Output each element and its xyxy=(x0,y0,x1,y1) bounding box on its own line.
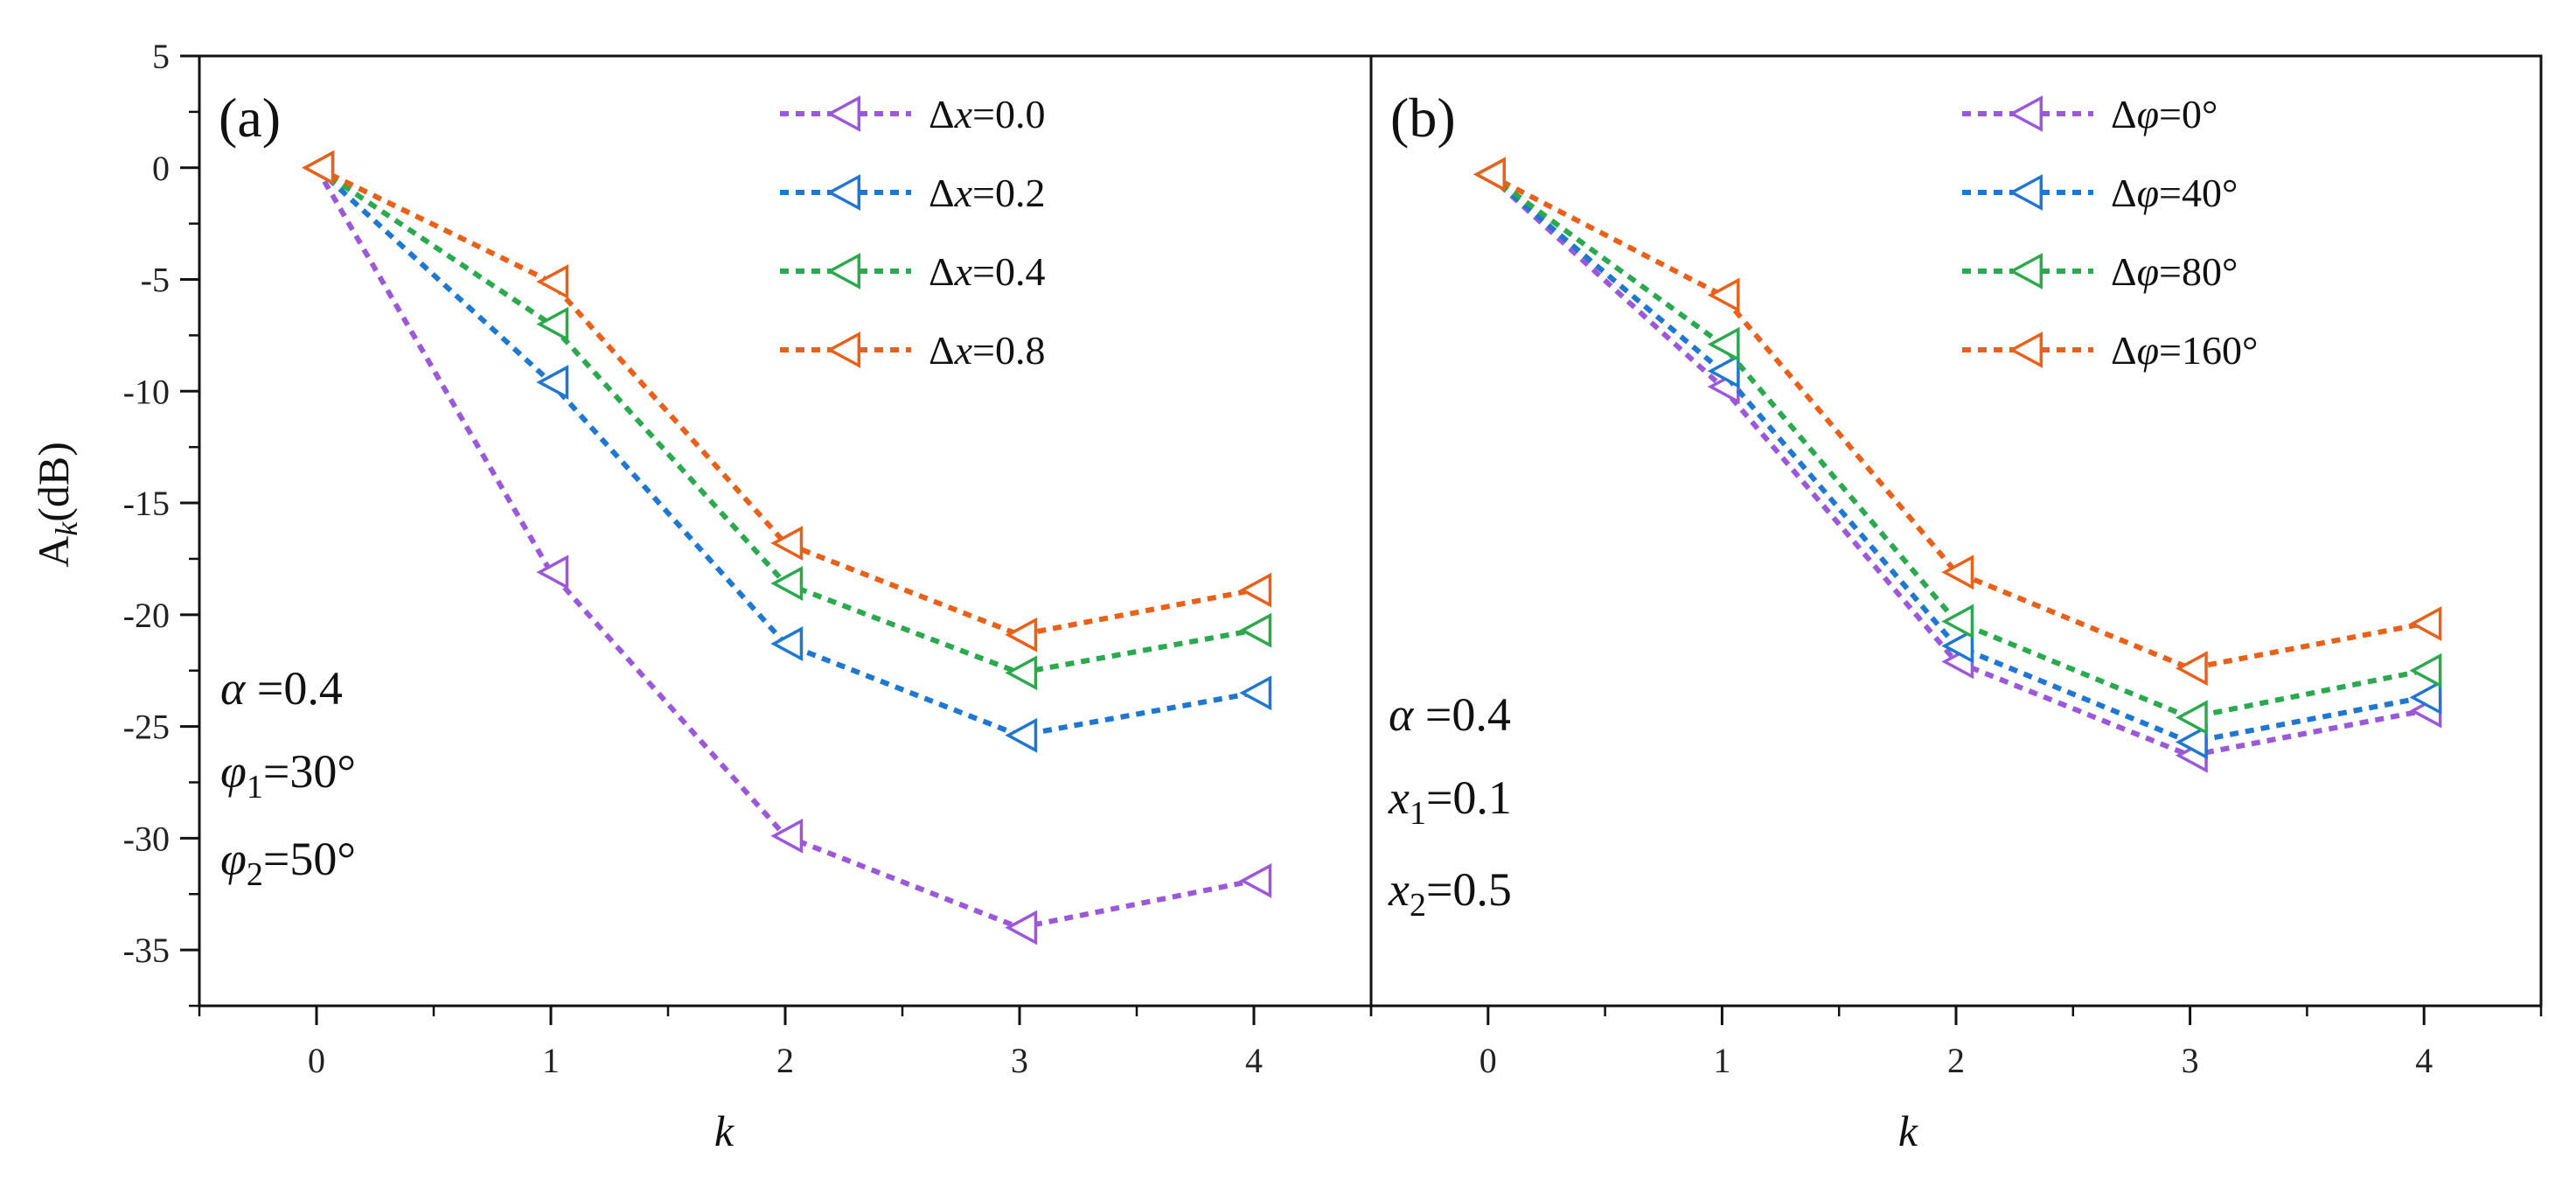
x-tick-label: 0 xyxy=(308,1041,325,1080)
data-point xyxy=(770,626,804,661)
legend-marker xyxy=(826,331,861,368)
plot-frame xyxy=(1369,54,2543,1008)
legend-label: Δφ=40° xyxy=(2111,171,2238,215)
data-point xyxy=(2175,651,2208,687)
legend-label: Δφ=0° xyxy=(2111,92,2217,136)
series-line xyxy=(315,165,1255,638)
data-point xyxy=(1707,277,1740,313)
y-axis-label: Ak(dB) xyxy=(29,442,84,568)
data-point xyxy=(1239,675,1272,711)
legend-label: Δφ=160° xyxy=(2111,328,2258,373)
data-point xyxy=(770,526,804,561)
y-tick-label: -15 xyxy=(123,484,170,523)
data-point xyxy=(536,306,569,342)
data-point xyxy=(2409,680,2442,715)
annotation: α =0.4 xyxy=(1389,688,1511,741)
x-tick-label: 1 xyxy=(1713,1041,1730,1080)
legend-entry: Δφ=80° xyxy=(1962,249,2238,294)
y-tick-label: 0 xyxy=(152,149,170,188)
legend-marker xyxy=(2009,253,2043,290)
data-point xyxy=(2409,652,2442,688)
legend-label: Δx=0.8 xyxy=(929,328,1045,373)
series-2 xyxy=(302,150,1272,753)
legend-marker xyxy=(2009,331,2043,368)
series-1 xyxy=(1473,157,2442,773)
series-4 xyxy=(302,150,1272,652)
legend-marker xyxy=(826,253,861,290)
legend-entry: Δx=0.0 xyxy=(780,92,1045,136)
data-point xyxy=(2409,606,2442,641)
legend-entry: Δx=0.4 xyxy=(780,249,1045,294)
data-point xyxy=(2175,700,2208,736)
panel-a: 0 1 2 3 4 k 5 0 -5 -10 -15 -20 -25 -30 -35 Ak(dB) (a) Δx=… xyxy=(29,37,1373,1155)
legend-marker xyxy=(826,95,861,132)
data-point xyxy=(1005,717,1038,753)
x-tick-label: 4 xyxy=(1245,1041,1263,1080)
series-line xyxy=(315,165,1255,676)
legend-entry: Δφ=160° xyxy=(1962,328,2258,373)
data-point xyxy=(302,150,335,185)
annotation: α =0.4 xyxy=(220,662,343,715)
x-axis-label: k xyxy=(714,1106,735,1155)
legend-marker xyxy=(826,174,861,211)
y-tick-label: -5 xyxy=(141,261,170,300)
data-point xyxy=(536,264,569,300)
x-tick-label: 0 xyxy=(1479,1041,1497,1080)
series-4 xyxy=(1473,157,2442,687)
x-tick-label: 3 xyxy=(2182,1041,2199,1080)
x-tick-label: 3 xyxy=(1011,1041,1028,1080)
data-point xyxy=(770,818,804,854)
x-tick-label: 4 xyxy=(2415,1041,2433,1080)
x-tick-label: 1 xyxy=(542,1041,560,1080)
data-point xyxy=(1239,862,1272,898)
y-tick-label: -10 xyxy=(123,372,170,411)
legend-marker xyxy=(2009,95,2043,132)
annotation: φ1=30° xyxy=(220,745,356,806)
legend-entry: Δx=0.8 xyxy=(780,328,1045,373)
annotation: x1=0.1 xyxy=(1388,771,1512,832)
panel-label: (b) xyxy=(1390,87,1456,149)
legend-label: Δx=0.4 xyxy=(929,249,1045,294)
x-tick-label: 2 xyxy=(776,1041,794,1080)
data-point xyxy=(1707,353,1740,389)
data-point xyxy=(1005,910,1038,945)
panel-b: 0 1 2 3 4 k (b) Δφ=0° Δφ=40° Δφ=80° Δφ=160° α =0.4 x… xyxy=(1369,54,2543,1155)
x-axis-label: k xyxy=(1898,1106,1918,1155)
legend-marker xyxy=(2009,174,2043,211)
y-tick-label: 5 xyxy=(152,37,170,76)
legend-label: Δx=0.0 xyxy=(929,92,1045,136)
annotation: φ2=50° xyxy=(220,833,356,893)
y-tick-label: -20 xyxy=(123,596,170,635)
series-line xyxy=(1486,172,2425,721)
data-point xyxy=(536,555,569,590)
data-point xyxy=(1005,617,1038,652)
y-tick-label: -35 xyxy=(123,931,170,970)
legend-label: Δφ=80° xyxy=(2111,249,2238,294)
series-1 xyxy=(302,150,1272,945)
legend-entry: Δx=0.2 xyxy=(780,171,1045,215)
data-point xyxy=(770,566,804,601)
y-tick-label: -30 xyxy=(123,819,170,858)
data-point xyxy=(1707,326,1740,362)
legend-label: Δx=0.2 xyxy=(929,171,1045,215)
panel-label: (a) xyxy=(219,87,281,149)
data-point xyxy=(2175,724,2208,760)
data-point xyxy=(1239,572,1272,608)
legend-entry: Δφ=40° xyxy=(1962,171,2238,215)
data-point xyxy=(1239,612,1272,648)
y-tick-label: -25 xyxy=(123,708,170,747)
annotation: x2=0.5 xyxy=(1388,863,1512,924)
data-point xyxy=(1473,157,1506,192)
data-point xyxy=(1941,603,1974,639)
legend-entry: Δφ=0° xyxy=(1962,92,2217,136)
data-point xyxy=(1005,655,1038,691)
series-line xyxy=(1486,171,2425,672)
x-tick-label: 2 xyxy=(1947,1041,1965,1080)
data-point xyxy=(536,365,569,401)
data-point xyxy=(1941,628,1974,664)
data-point xyxy=(1941,555,1974,590)
